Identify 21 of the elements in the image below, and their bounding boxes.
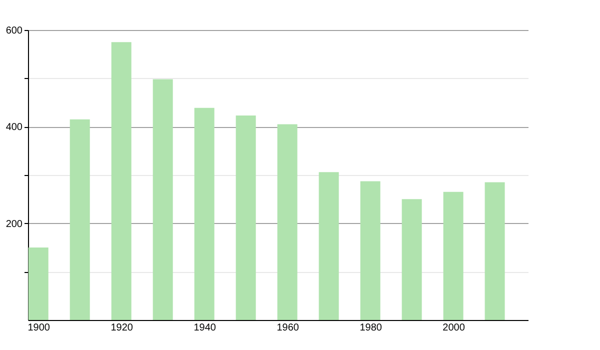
bar <box>28 248 48 320</box>
bar <box>277 124 298 320</box>
bar <box>194 108 214 320</box>
x-tick-label: 1940 <box>194 322 216 334</box>
bar <box>484 182 505 320</box>
y-tick-label: 200 <box>6 218 23 230</box>
x-tick-label: 1960 <box>276 322 300 334</box>
bar <box>443 192 464 320</box>
bar <box>318 172 339 320</box>
x-tick-label: 1920 <box>110 322 134 334</box>
y-tick-label: 400 <box>6 122 23 134</box>
x-tick-label: 1900 <box>28 322 50 334</box>
bar <box>111 42 132 320</box>
bar <box>152 79 173 320</box>
x-tick-label: 1980 <box>360 322 382 334</box>
bar <box>360 181 380 320</box>
x-tick-label: 2000 <box>442 322 466 334</box>
bar <box>70 119 90 320</box>
y-tick-label: 600 <box>6 26 23 36</box>
bar <box>402 199 422 320</box>
bar <box>236 116 256 320</box>
